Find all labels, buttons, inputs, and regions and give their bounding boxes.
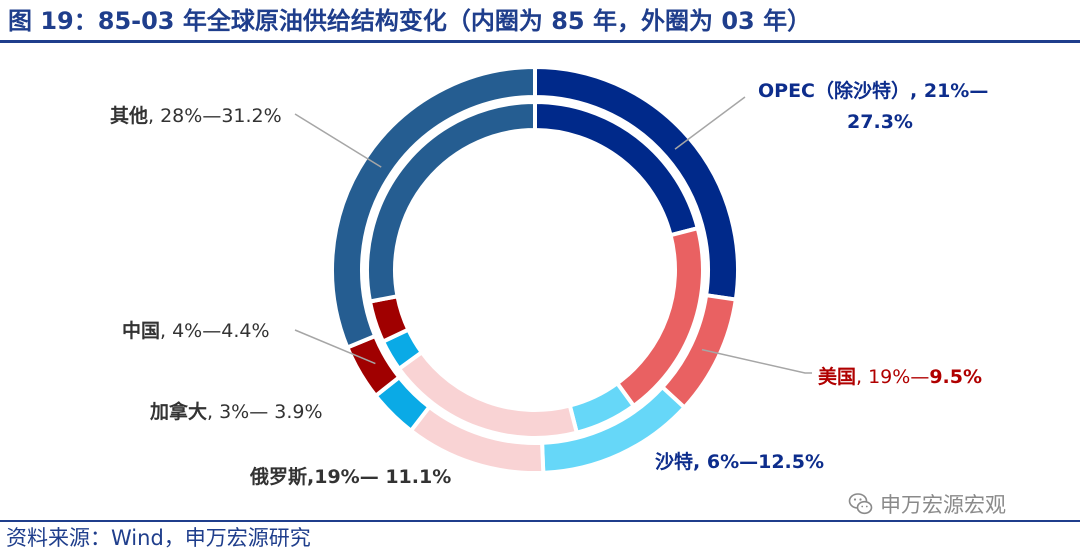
leader-line-5 [294,329,376,365]
outer-ring-slice-6 [330,64,537,351]
donut-chart: OPEC（除沙特）, 21%— 27.3% 美国, 19%—9.5% 沙特, 6%—1… [110,64,989,488]
slice-label-4: 加拿大, 3%— 3.9% [149,400,323,423]
slice-label-2: 沙特, 6%—12.5% [655,451,824,473]
watermark: 申万宏源宏观 [848,488,1006,520]
slice-label-0: OPEC（除沙特）, 21%— [758,79,988,102]
leader-line-0 [674,96,746,150]
footer-rule [0,520,1080,522]
watermark-text: 申万宏源宏观 [880,493,1006,517]
source-note: 资料来源：Wind，申万宏源研究 [6,526,311,550]
leader-line-1 [701,348,812,374]
slice-label-6: 其他, 28%—31.2% [110,104,282,127]
outer-ring-slice-0 [533,64,740,302]
leader-line-6 [294,113,382,168]
slice-label-3: 俄罗斯,19%— 11.1% [249,465,451,488]
title-underline [0,40,1080,43]
chart-title: 图 19：85-03 年全球原油供给结构变化（内圈为 85 年，外圈为 03 年… [8,7,812,35]
slice-label-1: 美国, 19%—9.5% [818,365,982,388]
slice-label-0-line2: 27.3% [847,111,913,133]
inner-ring-slice-6 [365,99,537,304]
wechat-icon [848,493,873,515]
slice-label-5: 中国, 4%—4.4% [122,319,270,342]
